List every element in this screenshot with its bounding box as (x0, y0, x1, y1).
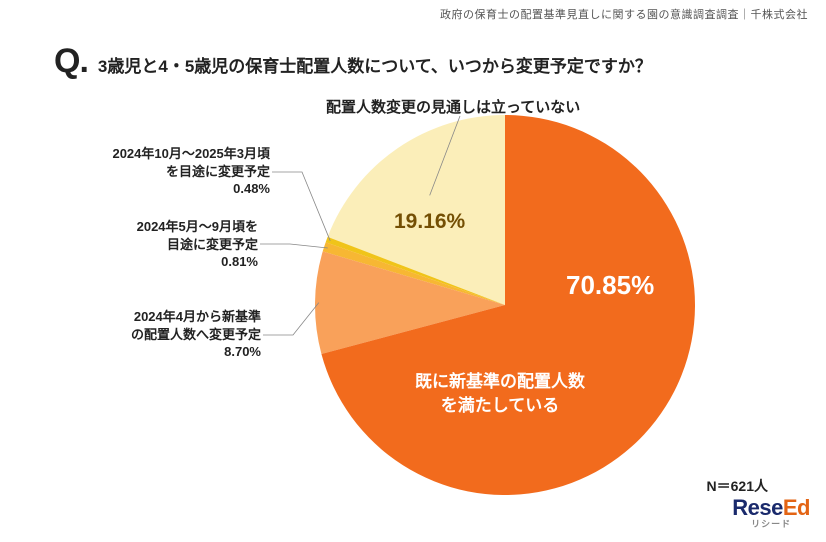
brand-logo: ReseEd リシード (732, 495, 810, 530)
slice-pct-no-plan: 19.16% (394, 210, 465, 234)
page-root: 政府の保育士の配置基準見直しに関する園の意識調査調査｜千株式会社 Q. 3歳児と… (0, 0, 826, 542)
slice-label-oct-mar: 2024年10月～2025年3月頃を目途に変更予定0.48% (40, 145, 270, 198)
slice-pct-already: 70.85% (566, 270, 654, 301)
slice-label-already: 既に新基準の配置人数を満たしている (370, 370, 630, 418)
leader-line (430, 116, 460, 195)
slice-label-may-sep: 2024年5月～9月頃を目途に変更予定0.81% (68, 218, 258, 271)
leader-lines (0, 0, 826, 542)
chart-area: 配置人数変更の見通しは立っていない 19.16% 70.85% 既に新基準の配置… (0, 0, 826, 542)
slice-label-apr: 2024年4月から新基準の配置人数へ変更予定8.70% (45, 308, 261, 361)
leader-line (263, 303, 319, 335)
leader-line (260, 244, 328, 248)
slice-label-no-plan: 配置人数変更の見通しは立っていない (326, 96, 580, 117)
sample-size: N＝621人 (707, 476, 768, 496)
leader-line (272, 172, 330, 241)
